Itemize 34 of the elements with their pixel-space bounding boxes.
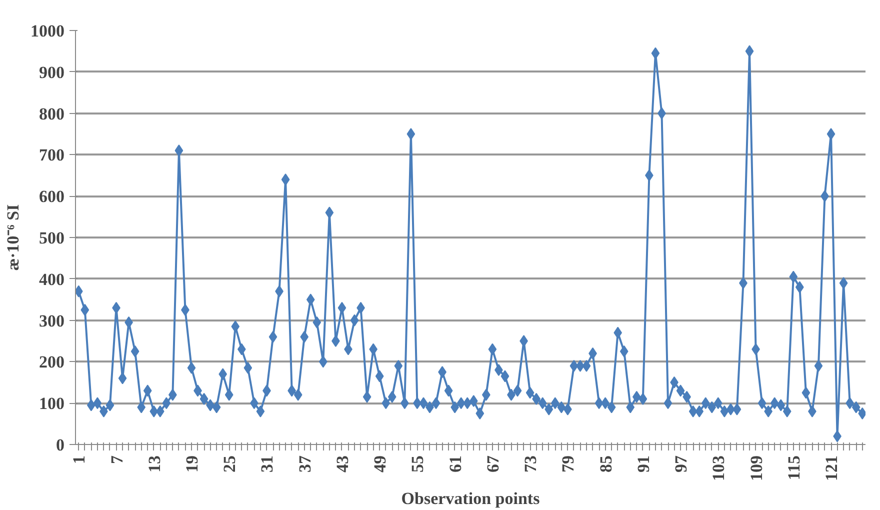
x-tick-label: 13	[144, 456, 164, 472]
x-tick-label: 55	[408, 456, 428, 472]
x-tick-label: 115	[784, 456, 804, 480]
x-tick-label: 85	[596, 456, 616, 472]
x-tick-label: 25	[220, 456, 240, 472]
y-tick-label: 300	[39, 311, 64, 330]
x-tick-label: 73	[521, 456, 540, 472]
x-tick-label: 1	[70, 456, 89, 464]
y-tick-label: 400	[39, 270, 64, 289]
y-tick-label: 700	[39, 146, 64, 165]
y-tick-label: 900	[39, 62, 64, 82]
x-tick-label: 37	[295, 455, 314, 472]
y-tick-label: 200	[39, 352, 64, 372]
y-axis-title: æ·10⁻⁶ SI	[4, 204, 22, 271]
y-tick-label: 0	[56, 436, 64, 454]
x-tick-label: 121	[822, 456, 842, 481]
y-tick-label: 1000	[30, 22, 64, 40]
x-tick-label: 109	[746, 456, 766, 481]
y-tick-label: 600	[39, 187, 64, 206]
x-tick-label: 91	[634, 456, 653, 472]
x-tick-label: 49	[370, 456, 390, 472]
x-tick-label: 97	[672, 455, 691, 472]
y-tick-label: 100	[39, 394, 64, 414]
x-tick-label: 79	[558, 456, 578, 472]
x-tick-label: 43	[332, 456, 352, 472]
x-tick-label: 19	[182, 456, 202, 472]
x-axis-title: Observation points	[401, 489, 540, 508]
x-tick-label: 7	[107, 455, 126, 464]
x-tick-label: 67	[483, 455, 502, 472]
x-tick-label: 61	[446, 456, 465, 472]
y-tick-label: 800	[39, 104, 64, 124]
x-tick-label: 31	[258, 456, 277, 472]
x-tick-label: 103	[709, 456, 728, 481]
y-tick-label: 500	[39, 228, 64, 248]
